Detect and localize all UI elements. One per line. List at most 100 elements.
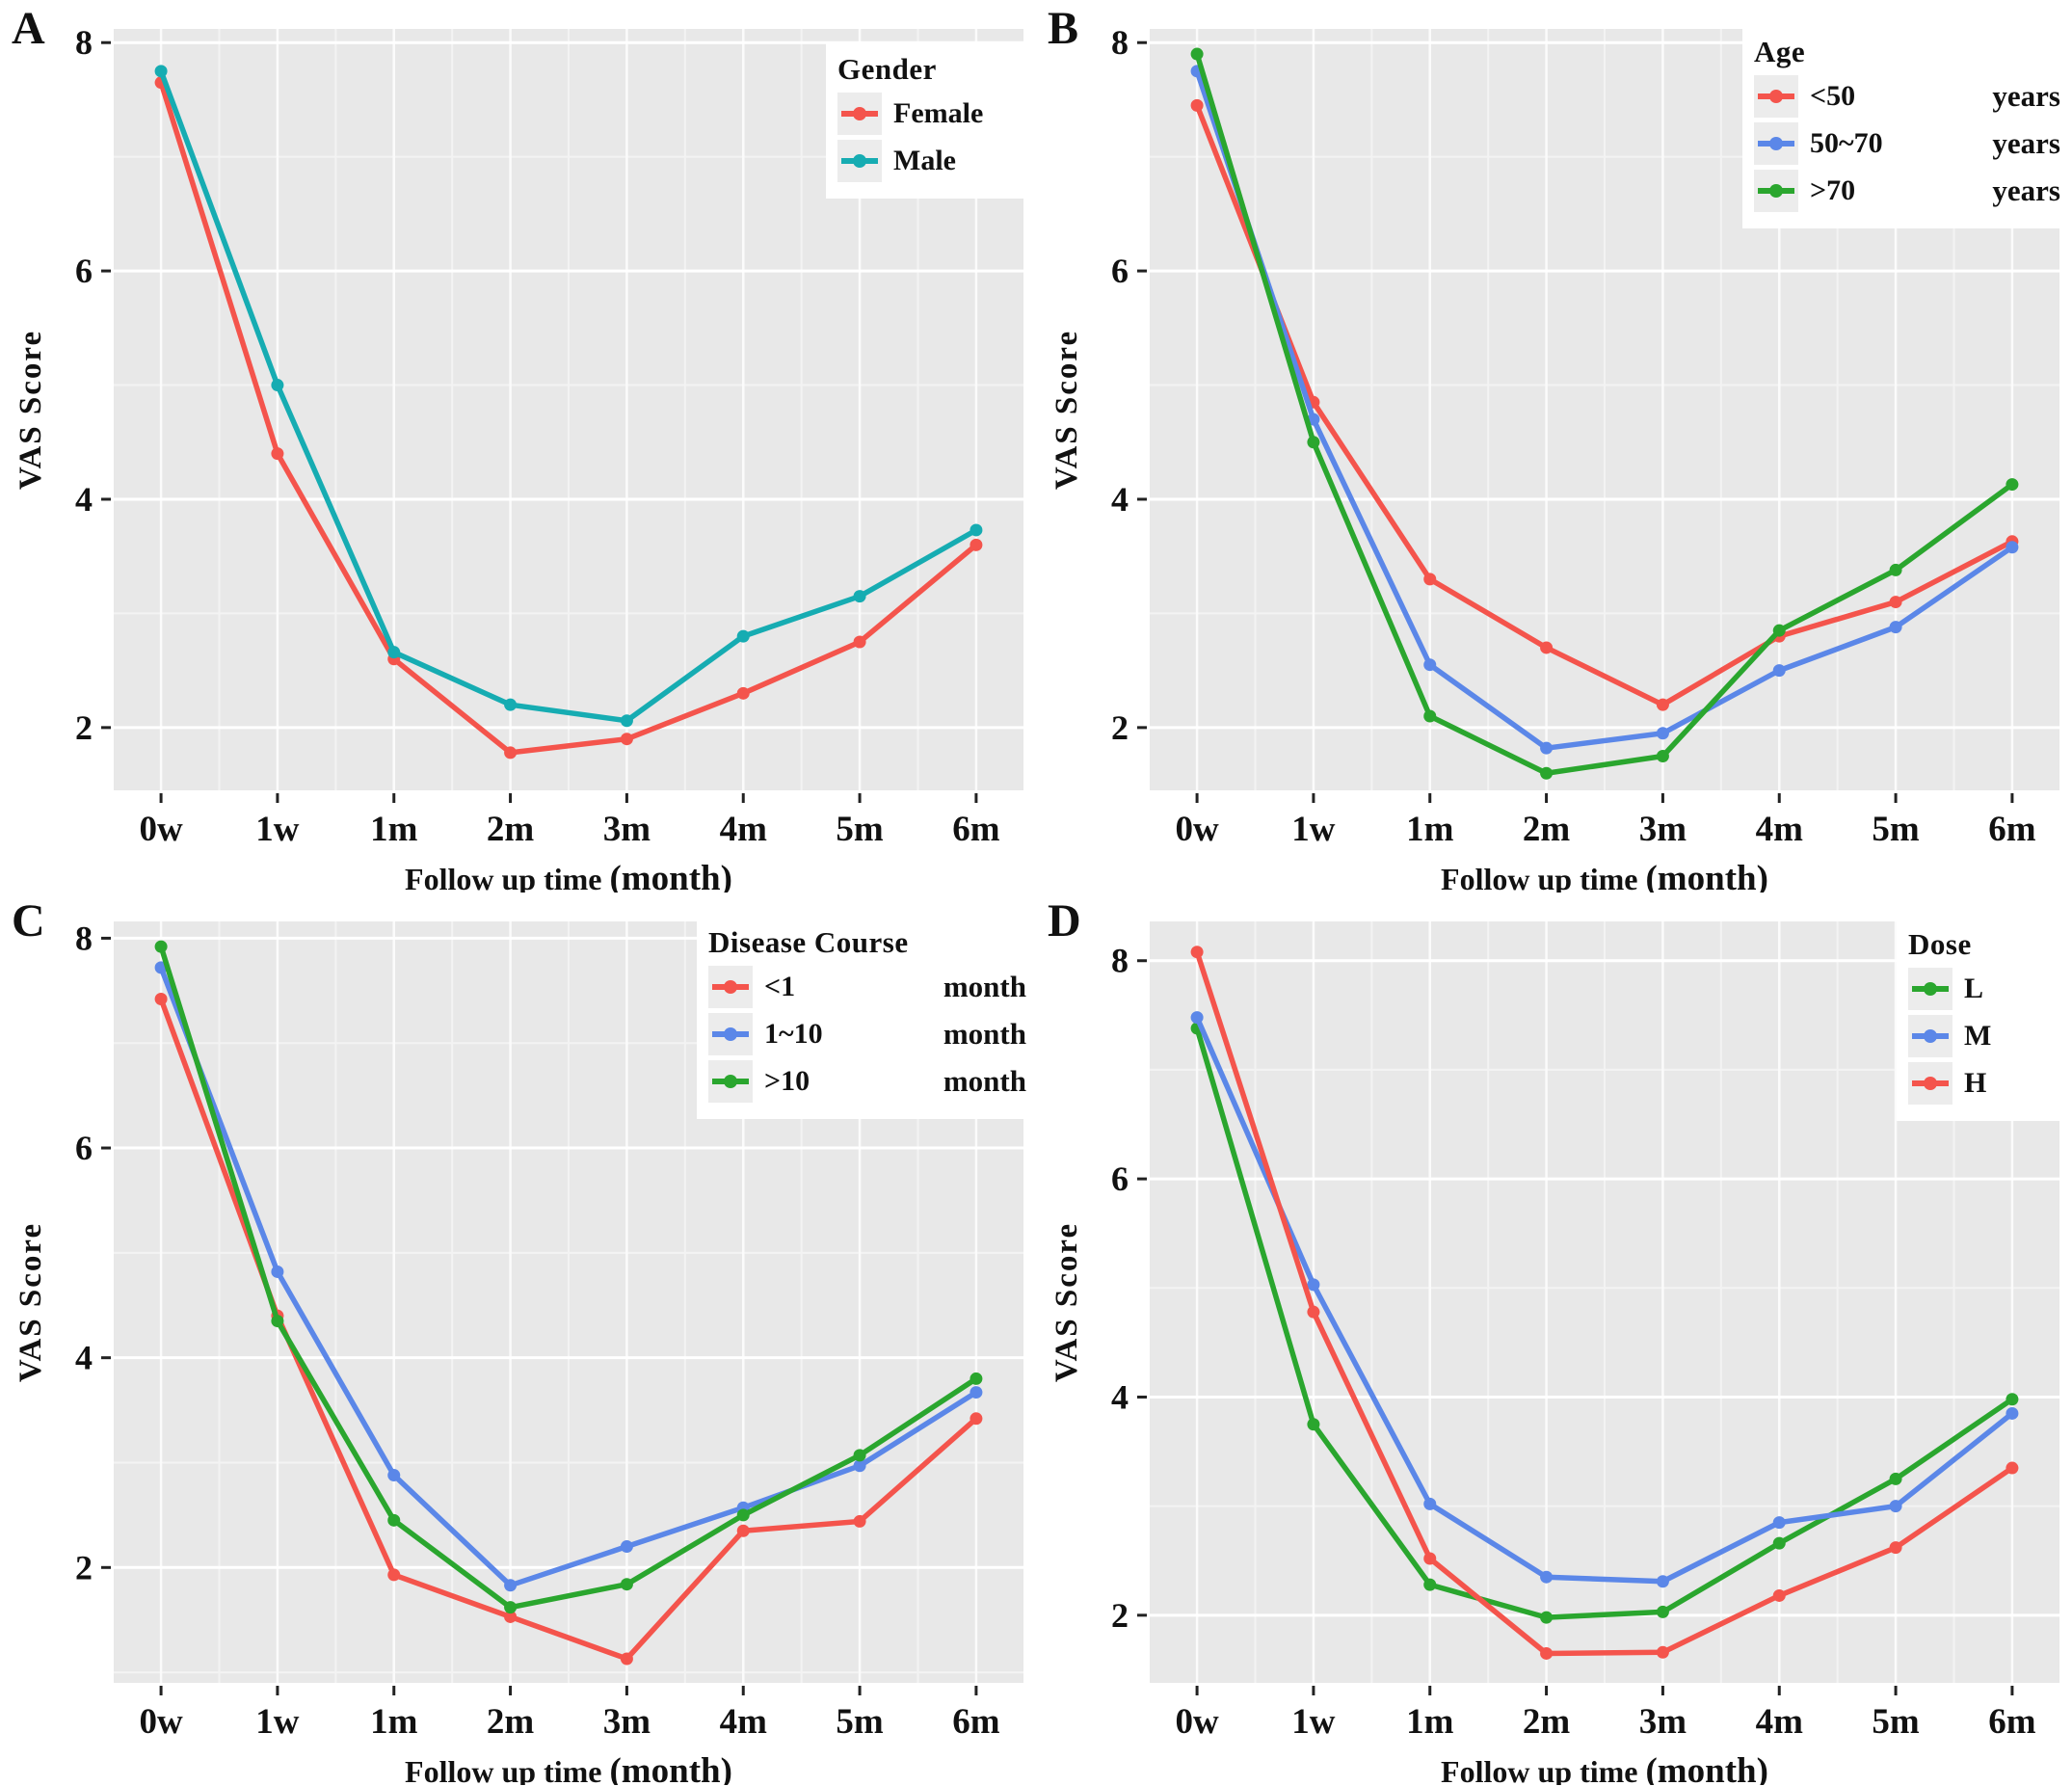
data-point (620, 1540, 633, 1554)
data-point (1307, 1278, 1320, 1292)
data-point (1772, 664, 1786, 678)
data-point (2006, 1406, 2019, 1420)
series-line-Male (158, 68, 979, 724)
data-point (1889, 563, 1902, 576)
legend-title: Dose (1908, 927, 1972, 961)
panel-letter-d: D (1048, 895, 1081, 946)
legend-label: L (1964, 973, 1984, 1004)
data-point (154, 993, 168, 1006)
data-point (1656, 698, 1669, 711)
data-point (853, 1449, 866, 1462)
data-point (1540, 1646, 1554, 1660)
data-point (2006, 1393, 2019, 1406)
data-point (1889, 1500, 1902, 1513)
legend-key-icon (837, 93, 882, 135)
legend-unit-label: month (943, 1064, 1026, 1098)
legend-label: >10 (764, 1065, 810, 1097)
x-tick-label: 1m (1406, 1702, 1454, 1742)
data-point (736, 1508, 750, 1522)
legend-label: >70 (1810, 174, 1856, 206)
panel-letter-c: C (12, 895, 45, 946)
legend-item: <50 years (1754, 75, 2060, 118)
y-tick-label: 2 (75, 708, 93, 747)
legend-a: Gender Female Male (826, 42, 1036, 199)
legend-item: <1 month (708, 966, 1026, 1008)
data-point (1772, 1516, 1786, 1530)
x-axis-title: Follow up time (month) (405, 1751, 732, 1785)
y-axis-title: VAS Score (1049, 1222, 1084, 1382)
data-point (620, 733, 633, 746)
legend-label: M (1964, 1020, 1992, 1052)
data-point (1423, 1578, 1437, 1591)
legend-key-icon (1754, 75, 1798, 118)
y-tick-label: 4 (1111, 1377, 1129, 1416)
data-point (853, 590, 866, 603)
series-L (1190, 1022, 2019, 1624)
axes: 2 4 6 8 0w 1w 1m 2m 3m 4m 5m 6m (75, 919, 1000, 1742)
y-tick-label: 8 (75, 23, 93, 62)
x-tick-label: 3m (603, 1702, 651, 1742)
y-axis-title: VAS Score (1049, 330, 1084, 490)
y-tick-label: 2 (75, 1548, 93, 1586)
data-point (271, 1265, 284, 1278)
legend-title: Age (1754, 35, 1806, 68)
data-point (504, 1579, 518, 1592)
series->70 (1190, 47, 2019, 780)
data-point (1540, 741, 1554, 755)
data-point (853, 635, 866, 649)
legend-item: 1~10 month (708, 1013, 1026, 1055)
y-tick-label: 4 (1111, 480, 1129, 519)
data-point (504, 746, 518, 760)
series-line->10 (158, 944, 979, 1611)
panel-c: C 2 4 6 8 0w 1w 1m 2m 3m 4m 5m 6m Follow up time (mo… (0, 893, 1036, 1785)
x-tick-label: 1w (255, 810, 300, 849)
panel-letter-a: A (12, 3, 45, 54)
series-Male (154, 65, 983, 728)
x-tick-label: 6m (1988, 1702, 2036, 1742)
series-line-<50 (1194, 102, 2015, 707)
data-point (1656, 1605, 1669, 1618)
y-tick-label: 4 (75, 1339, 93, 1377)
gridlines (114, 29, 1023, 790)
data-point (1656, 1645, 1669, 1659)
data-point (1190, 98, 1204, 112)
y-axis-title: VAS Score (13, 1222, 48, 1382)
x-tick-label: 5m (1872, 1702, 1920, 1742)
legend-key-icon (708, 966, 753, 1008)
y-tick-label: 4 (75, 480, 93, 519)
data-point (1540, 1570, 1554, 1584)
y-axis-title: VAS Score (13, 330, 48, 490)
x-tick-label: 3m (1639, 810, 1687, 849)
legend-item: M (1908, 1015, 2060, 1057)
data-point (1889, 1472, 1902, 1485)
legend-item: Male (837, 140, 1026, 182)
data-point (1772, 624, 1786, 637)
series-line-H (1194, 948, 2015, 1657)
series-M (1190, 1011, 2019, 1588)
data-point (1307, 1418, 1320, 1431)
x-tick-label: 1w (1291, 1702, 1336, 1742)
axes: 2 4 6 8 0w 1w 1m 2m 3m 4m 5m 6m (1111, 942, 2036, 1742)
series-line-Female (158, 79, 979, 756)
x-tick-label: 6m (952, 810, 1000, 849)
data-point (1423, 658, 1437, 672)
x-tick-label: 0w (139, 810, 183, 849)
x-tick-label: 6m (1988, 810, 2036, 849)
legend-unit-label: years (1992, 79, 2060, 113)
data-point (1656, 1575, 1669, 1588)
data-point (1190, 946, 1204, 959)
data-point (970, 1386, 983, 1399)
data-point (970, 523, 983, 537)
legend-d: Dose L M H (1897, 918, 2070, 1121)
axes: 2 4 6 8 0w 1w 1m 2m 3m 4m 5m 6m (1111, 23, 2036, 849)
legend-key-icon (1908, 1062, 1952, 1105)
x-tick-label: 3m (1639, 1702, 1687, 1742)
series->10 (154, 940, 983, 1614)
x-tick-label: 1m (370, 810, 418, 849)
x-tick-label: 2m (1523, 810, 1571, 849)
data-point (2006, 1461, 2019, 1475)
data-point (387, 1568, 401, 1582)
legend-key-icon (837, 140, 882, 182)
legend-label: Female (893, 97, 984, 129)
